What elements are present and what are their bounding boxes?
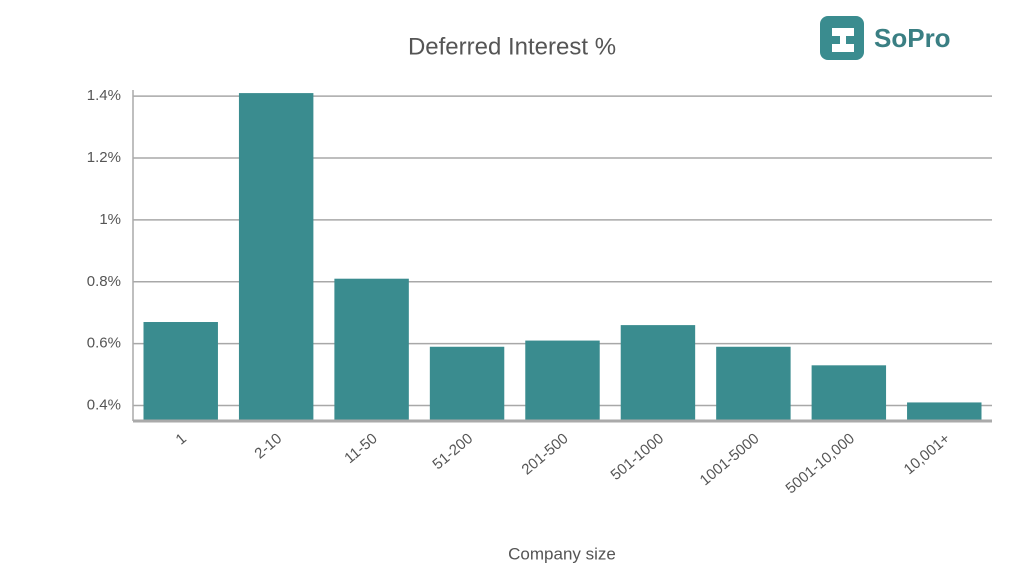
y-tick-label: 0.8%	[87, 273, 121, 290]
logo-text: SoPro	[874, 23, 951, 53]
bar	[620, 325, 696, 421]
bar	[525, 340, 600, 421]
x-tick-label: 10,001+	[901, 430, 954, 478]
bar	[238, 93, 314, 422]
x-tick-label: 2-10	[251, 430, 285, 462]
y-tick-label: 0.4%	[87, 397, 121, 414]
chart-title: Deferred Interest %	[408, 33, 616, 60]
logo: SoPro	[820, 16, 951, 60]
x-tick-label: 501-1000	[608, 430, 667, 484]
x-tick-label: 1001-5000	[697, 430, 763, 489]
x-tick-label: 5001-10,000	[782, 430, 857, 497]
bar	[429, 346, 505, 421]
bar	[811, 365, 887, 421]
y-tick-label: 1%	[99, 211, 121, 228]
bar	[334, 278, 409, 421]
bar	[716, 346, 791, 421]
y-tick-label: 0.6%	[87, 335, 121, 352]
y-tick-label: 1.4%	[87, 87, 121, 104]
x-tick-label: 1	[173, 430, 190, 448]
logo-mark	[832, 28, 854, 52]
x-axis-label: Company size	[508, 544, 616, 563]
bar	[907, 402, 982, 421]
x-tick-label: 11-50	[341, 430, 380, 467]
x-tick-label: 201-500	[519, 430, 572, 478]
y-tick-label: 1.2%	[87, 149, 121, 166]
bar	[143, 322, 218, 421]
x-tick-label: 51-200	[429, 430, 476, 473]
